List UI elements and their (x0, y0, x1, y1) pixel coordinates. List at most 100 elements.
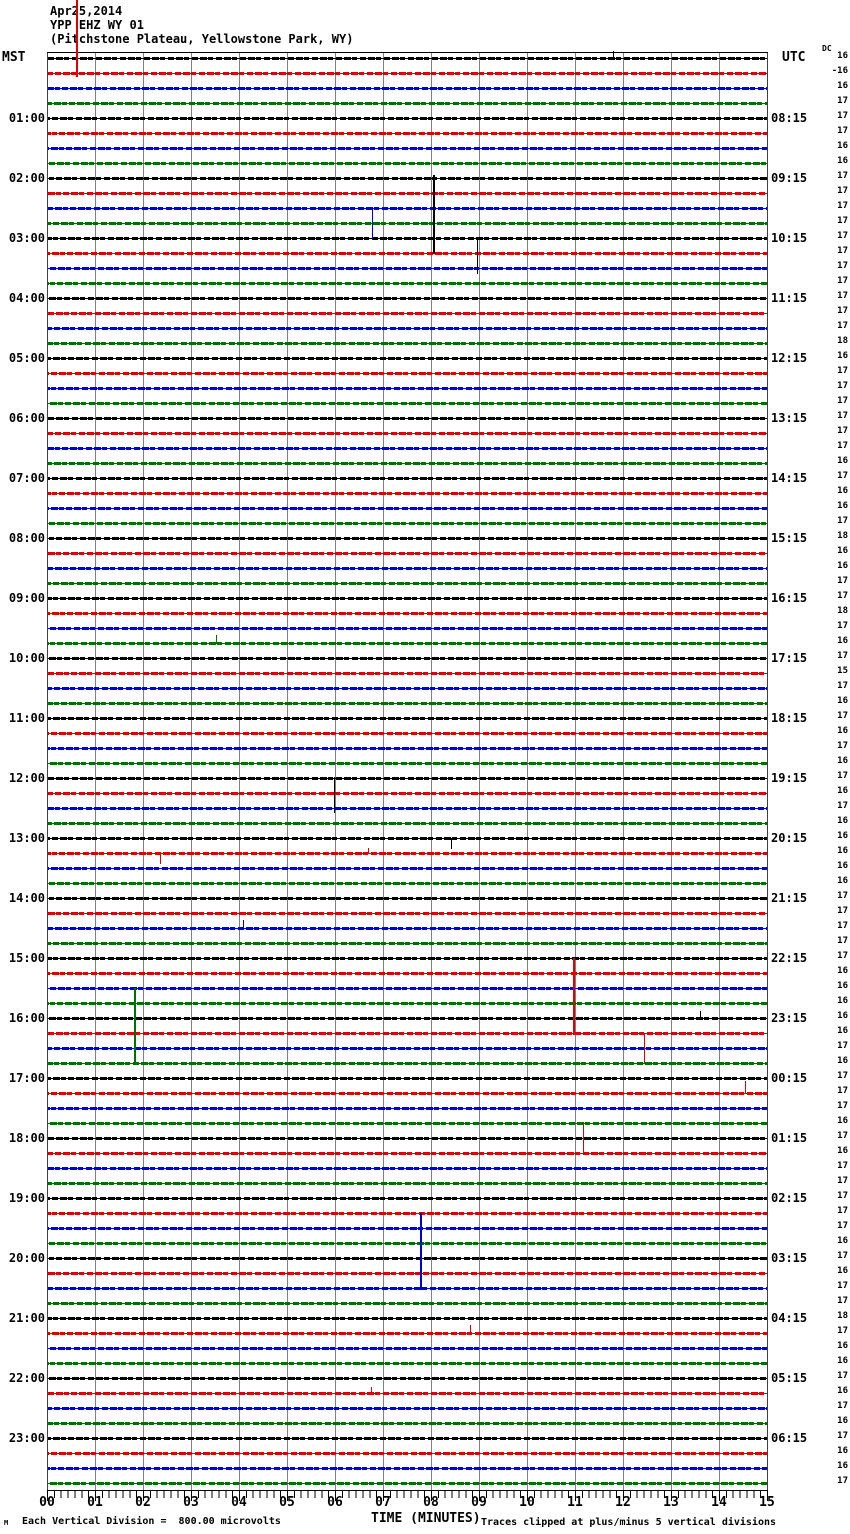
seismo-trace (48, 732, 767, 735)
dc-value: 18 (837, 531, 848, 541)
seismo-trace (48, 87, 767, 90)
seismo-trace (48, 567, 767, 570)
seismo-trace (48, 837, 767, 840)
dc-value: 17 (837, 381, 848, 391)
x-axis-label: TIME (MINUTES) (371, 1511, 481, 1526)
seismo-trace (48, 762, 767, 765)
seismo-trace (48, 297, 767, 300)
seismo-trace (48, 1392, 767, 1395)
seismo-trace (48, 1077, 767, 1080)
dc-value: 16 (837, 1416, 848, 1426)
seismo-trace (48, 912, 767, 915)
dc-value: 16 (837, 831, 848, 841)
seismo-trace (48, 642, 767, 645)
dc-value: 17 (837, 741, 848, 751)
seismo-trace (48, 1422, 767, 1425)
dc-value: 16 (837, 981, 848, 991)
dc-value: 17 (837, 231, 848, 241)
hour-label-left: 01:00 (8, 111, 45, 125)
dc-value: 16 (837, 501, 848, 511)
dc-value: 16 (837, 846, 848, 856)
seismo-trace (48, 687, 767, 690)
gridline-vertical (671, 52, 672, 1490)
dc-value: 17 (837, 171, 848, 181)
plot-border-vertical (47, 52, 48, 1490)
gridline-vertical (383, 52, 384, 1490)
seismo-trace (48, 117, 767, 120)
seismo-trace (48, 1212, 767, 1215)
x-tick-label: 14 (711, 1495, 727, 1510)
dc-value: 17 (837, 1131, 848, 1141)
seismo-trace (48, 1107, 767, 1110)
gridline-vertical (575, 52, 576, 1490)
seismo-trace (48, 1182, 767, 1185)
dc-value: 16 (837, 636, 848, 646)
seismo-trace (48, 852, 767, 855)
hour-label-left: 23:00 (8, 1431, 45, 1445)
utc-label-right: 11:15 (771, 291, 808, 305)
dc-value: 17 (837, 1221, 848, 1231)
dc-value: 17 (837, 306, 848, 316)
seismo-trace (48, 417, 767, 420)
hour-label-left: 10:00 (8, 651, 45, 665)
utc-label-right: 05:15 (771, 1371, 808, 1385)
x-tick-label: 03 (183, 1495, 199, 1510)
utc-label-right: 03:15 (771, 1251, 808, 1265)
dc-value: 17 (837, 426, 848, 436)
dc-value: 16 (837, 561, 848, 571)
seismo-trace (48, 717, 767, 720)
gridline-vertical (239, 52, 240, 1490)
seismic-event-spike (76, 0, 78, 77)
utc-label-right: 06:15 (771, 1431, 808, 1445)
dc-value: 16 (837, 861, 848, 871)
seismo-trace (48, 627, 767, 630)
dc-value: 17 (837, 111, 848, 121)
seismic-event-spike (216, 635, 217, 644)
utc-label-right: 00:15 (771, 1071, 808, 1085)
utc-label-right: 16:15 (771, 591, 808, 605)
hour-label-left: 03:00 (8, 231, 45, 245)
x-tick-label: 05 (279, 1495, 295, 1510)
footer-clip-note: Traces clipped at plus/minus 5 vertical … (481, 1517, 777, 1528)
dc-value: 17 (837, 276, 848, 286)
utc-label-right: 09:15 (771, 171, 808, 185)
hour-label-left: 06:00 (8, 411, 45, 425)
dc-value: 17 (837, 291, 848, 301)
seismo-trace (48, 1347, 767, 1350)
dc-value: 17 (837, 1071, 848, 1081)
dc-value: 16 (837, 141, 848, 151)
dc-value: 16 (837, 1146, 848, 1156)
seismic-event-spike (700, 1011, 701, 1019)
seismo-trace (48, 147, 767, 150)
hour-label-left: 19:00 (8, 1191, 45, 1205)
seismic-event-spike (583, 1123, 584, 1155)
seismo-trace (48, 1242, 767, 1245)
gridline-vertical (191, 52, 192, 1490)
dc-value: 17 (837, 771, 848, 781)
gridline-vertical (143, 52, 144, 1490)
hour-label-left: 18:00 (8, 1131, 45, 1145)
seismo-trace (48, 1437, 767, 1440)
gridline-vertical (527, 52, 528, 1490)
dc-column-label: DC (822, 44, 832, 53)
seismo-trace (48, 1092, 767, 1095)
dc-value: 17 (837, 1206, 848, 1216)
seismic-event-spike (451, 838, 452, 849)
seismo-trace (48, 387, 767, 390)
seismic-event-spike (243, 920, 244, 929)
seismo-trace (48, 807, 767, 810)
x-tick-label: 09 (471, 1495, 487, 1510)
seismo-trace (48, 867, 767, 870)
seismo-trace (48, 1032, 767, 1035)
seismo-trace (48, 327, 767, 330)
dc-value: 16 (837, 351, 848, 361)
hour-label-left: 04:00 (8, 291, 45, 305)
utc-label-right: 22:15 (771, 951, 808, 965)
seismo-trace (48, 1197, 767, 1200)
dc-value: 16 (837, 996, 848, 1006)
gridline-vertical (287, 52, 288, 1490)
seismo-trace (48, 282, 767, 285)
x-tick-label: 11 (567, 1495, 583, 1510)
seismo-trace (48, 822, 767, 825)
